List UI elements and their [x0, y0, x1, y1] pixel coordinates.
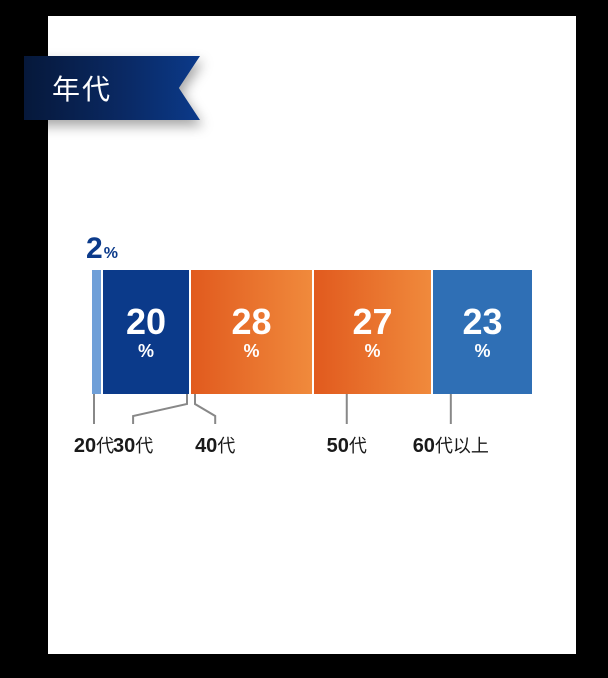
segment-50s-value: 27	[352, 304, 392, 340]
segment-60up: 23%	[433, 270, 532, 394]
segment-20s	[92, 270, 101, 394]
category-label-30s-num: 30	[113, 435, 135, 457]
segment-30s-value: 20	[126, 304, 166, 340]
percent-unit: %	[352, 342, 392, 360]
category-label-40s-suffix: 代	[217, 436, 235, 456]
page-root: 年代 2 % 20%28%27%23% 20代30代40代50代60代以上	[0, 0, 608, 678]
tick-30s	[133, 394, 187, 424]
category-label-20s: 20代	[74, 432, 114, 458]
title-ribbon-shape: 年代	[24, 56, 200, 120]
percent-unit: %	[462, 342, 502, 360]
segment-30s-value-label: 20%	[126, 304, 166, 360]
category-label-50s-num: 50	[327, 435, 349, 457]
category-label-40s: 40代	[195, 432, 235, 458]
category-label-50s-suffix: 代	[349, 436, 367, 456]
age-distribution-chart: 2 % 20%28%27%23% 20代30代40代50代60代以上	[92, 270, 532, 462]
category-labels: 20代30代40代50代60代以上	[92, 432, 532, 462]
title-label: 年代	[52, 68, 112, 108]
segment-60up-value-label: 23%	[462, 304, 502, 360]
category-label-40s-num: 40	[195, 435, 217, 457]
category-label-30s: 30代	[113, 432, 153, 458]
segment-20s-value: 2	[86, 232, 103, 266]
percent-unit: %	[104, 245, 118, 263]
segment-30s: 20%	[103, 270, 189, 394]
segment-50s: 27%	[314, 270, 431, 394]
category-label-60up-suffix: 代以上	[435, 436, 489, 456]
stacked-bar: 20%28%27%23%	[92, 270, 532, 394]
segment-40s-value: 28	[231, 304, 271, 340]
segment-40s: 28%	[191, 270, 312, 394]
category-label-30s-suffix: 代	[135, 436, 153, 456]
tick-40s	[195, 394, 215, 424]
title-ribbon: 年代	[24, 56, 200, 120]
category-label-60up-num: 60	[413, 435, 435, 457]
percent-unit: %	[231, 342, 271, 360]
tick-lines	[92, 394, 532, 424]
percent-unit: %	[126, 342, 166, 360]
category-label-50s: 50代	[327, 432, 367, 458]
segment-40s-value-label: 28%	[231, 304, 271, 360]
category-label-60up: 60代以上	[413, 432, 489, 458]
tick-svg	[92, 394, 532, 428]
category-label-20s-num: 20	[74, 435, 96, 457]
category-label-20s-suffix: 代	[96, 436, 114, 456]
segment-20s-outside-label: 2 %	[86, 232, 118, 266]
segment-50s-value-label: 27%	[352, 304, 392, 360]
segment-60up-value: 23	[462, 304, 502, 340]
